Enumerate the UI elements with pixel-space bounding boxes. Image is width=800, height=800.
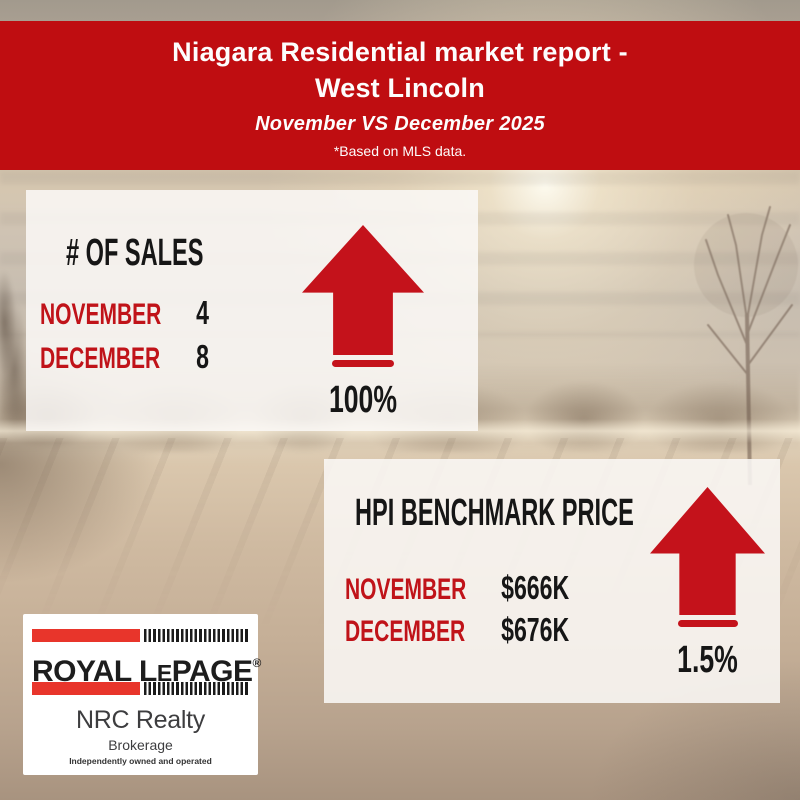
brokerage-descriptor: Brokerage: [108, 737, 173, 753]
sales-change-percent: 100%: [328, 379, 398, 421]
sales-december-value: 8: [196, 338, 209, 375]
sales-november-value: 4: [196, 294, 209, 331]
company-name: NRC Realty: [76, 706, 205, 734]
price-card-title: HPI BENCHMARK PRICE: [355, 492, 634, 534]
logo-red-bar: [32, 682, 140, 695]
logo-stripes: [144, 682, 250, 695]
price-november-label: NOVEMBER: [345, 573, 467, 606]
registered-mark: ®: [252, 656, 262, 670]
logo-top-bar: [32, 629, 250, 642]
logo-bottom-bar: [32, 682, 250, 695]
sales-november-row: NOVEMBER 4: [40, 296, 209, 330]
sales-trend-column: 100%: [302, 225, 424, 419]
sales-november-label: NOVEMBER: [40, 298, 162, 331]
logo-red-bar: [32, 629, 140, 642]
brand-small-e: E: [156, 660, 172, 686]
price-change-percent: 1.5%: [677, 639, 738, 681]
report-title-line2: West Lincoln: [315, 73, 485, 103]
title-banner: Niagara Residential market report - West…: [0, 21, 800, 170]
arrow-underline: [677, 620, 738, 627]
price-november-value: $666K: [501, 569, 570, 606]
up-arrow-icon: [650, 487, 765, 615]
price-card: HPI BENCHMARK PRICE NOVEMBER $666K DECEM…: [324, 459, 780, 703]
logo-stripes: [144, 629, 250, 642]
brokerage-logo: ROYAL LEPAGE® NRC Realty Brokerage Indep…: [23, 614, 261, 775]
price-december-value: $676K: [501, 611, 570, 648]
report-title-line1: Niagara Residential market report -: [172, 37, 628, 67]
up-arrow-icon: [302, 225, 424, 355]
price-november-row: NOVEMBER $666K: [345, 571, 569, 605]
arrow-underline: [332, 360, 394, 367]
bare-tree-silhouette: [694, 206, 798, 485]
ownership-tagline: Independently owned and operated: [69, 756, 212, 766]
sales-card-title: # OF SALES: [66, 232, 204, 274]
price-december-label: DECEMBER: [345, 615, 466, 648]
price-december-row: DECEMBER $676K: [345, 613, 569, 647]
report-subtitle: November VS December 2025: [255, 113, 545, 135]
sales-card: # OF SALES NOVEMBER 4 DECEMBER 8 100%: [26, 190, 478, 431]
left-trees-silhouette: [0, 258, 28, 443]
sales-december-label: DECEMBER: [40, 342, 161, 375]
price-trend-column: 1.5%: [650, 487, 765, 679]
mls-disclaimer: *Based on MLS data.: [333, 143, 467, 159]
sales-december-row: DECEMBER 8: [40, 340, 209, 374]
